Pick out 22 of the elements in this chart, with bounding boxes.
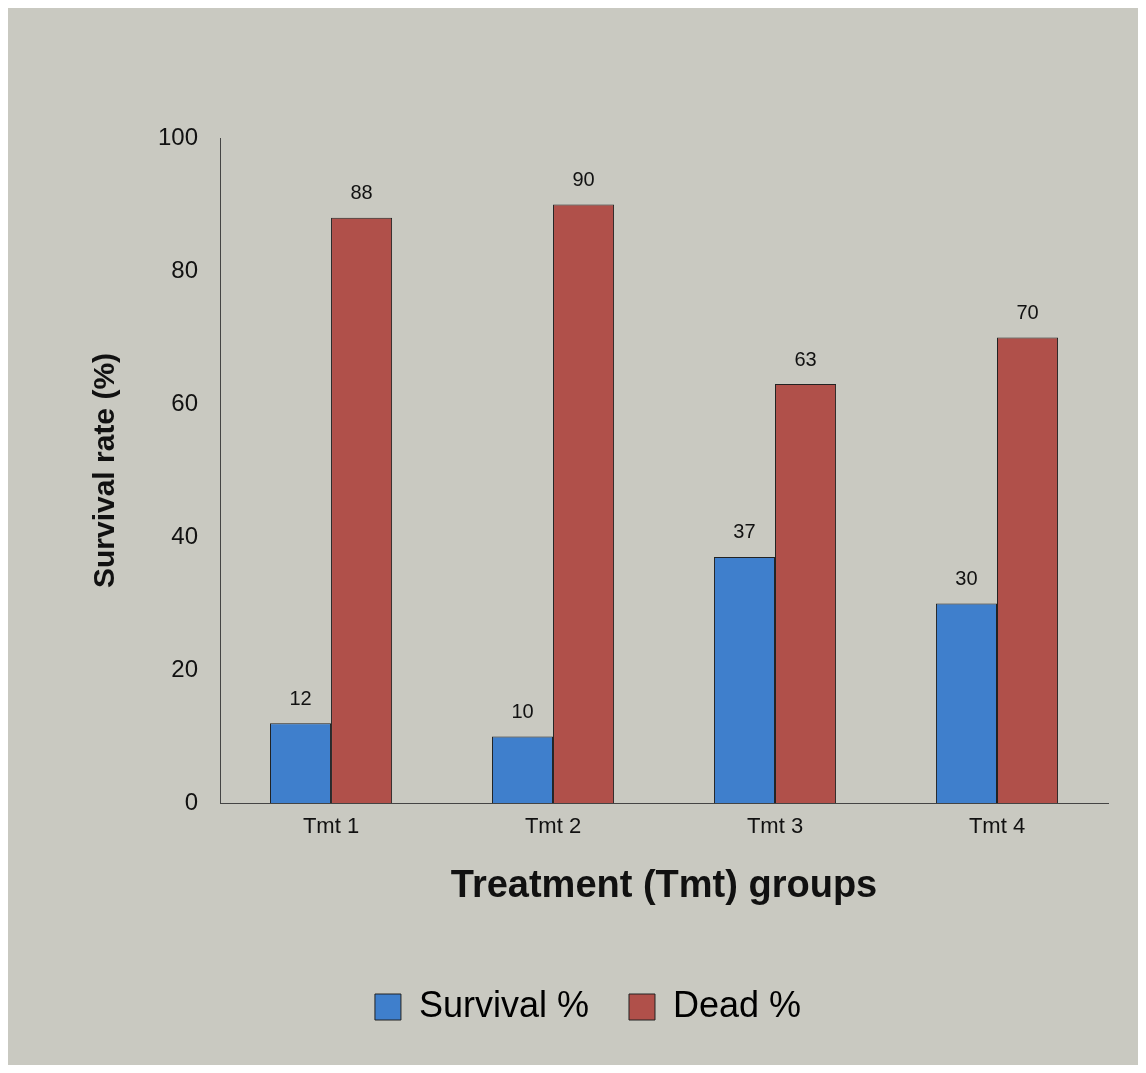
data-label: 63	[794, 347, 817, 370]
x-tick-label: Tmt 4	[968, 813, 1026, 839]
legend-label: Dead %	[672, 983, 802, 1025]
y-tick-label: 100	[158, 122, 199, 150]
y-tick-label: 0	[184, 787, 199, 815]
data-label: 12	[289, 686, 312, 709]
y-tick-label: 60	[171, 388, 199, 416]
data-label: 90	[572, 168, 595, 191]
y-tick-label: 40	[171, 521, 199, 549]
x-axis-title: Treatment (Tmt) groups	[450, 862, 878, 905]
data-label: 70	[1016, 301, 1039, 324]
data-label: 10	[511, 700, 534, 723]
data-label: 30	[955, 567, 978, 590]
x-tick-label: Tmt 1	[302, 813, 360, 839]
data-label: 37	[733, 520, 756, 543]
y-axis-title: Survival rate (%)	[87, 352, 121, 589]
x-tick-label: Tmt 2	[524, 813, 582, 839]
y-tick-label: 80	[171, 255, 199, 283]
y-tick-label: 20	[171, 654, 199, 682]
legend-label: Survival %	[418, 983, 589, 1025]
x-tick-label: Tmt 3	[746, 813, 804, 839]
data-label: 88	[350, 181, 373, 204]
